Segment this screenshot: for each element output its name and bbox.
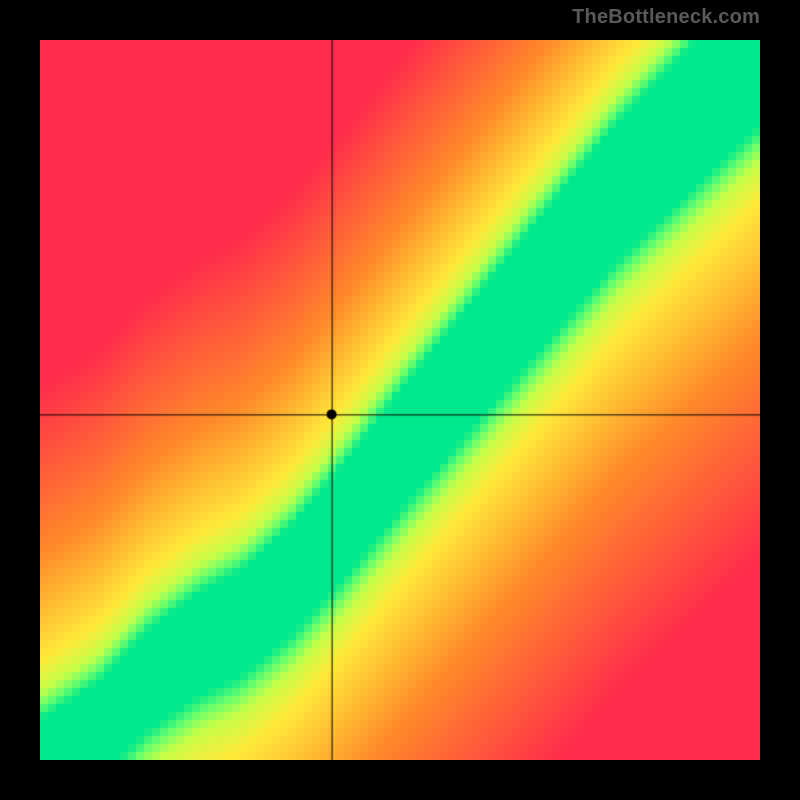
chart-container: TheBottleneck.com [0,0,800,800]
watermark-text: TheBottleneck.com [572,6,760,29]
bottleneck-heatmap [40,40,760,760]
